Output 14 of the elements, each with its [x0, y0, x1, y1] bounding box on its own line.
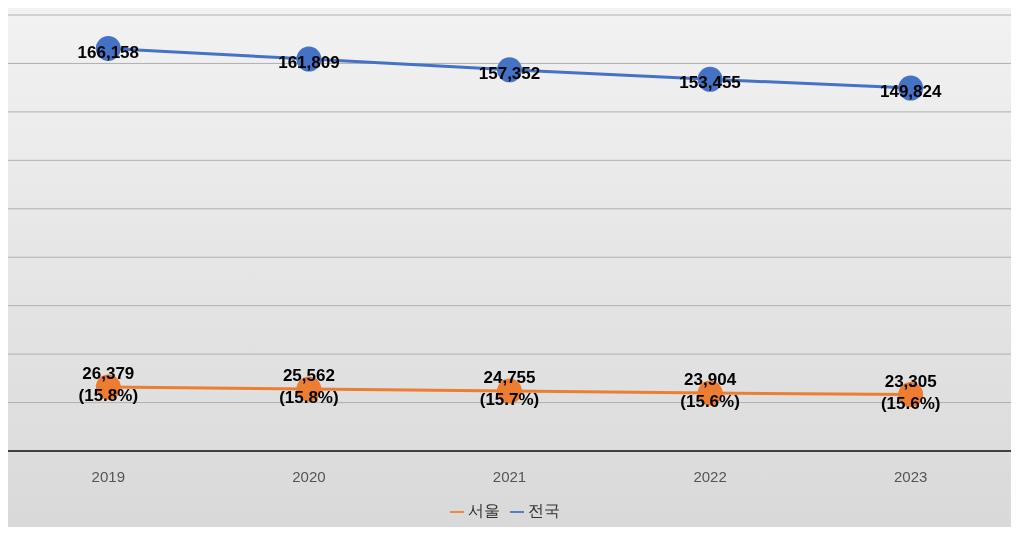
data-label: 26,379 (15.8%)	[78, 364, 139, 406]
x-tick-label: 2023	[894, 467, 928, 485]
data-label: 25,562 (15.8%)	[279, 366, 339, 408]
legend-label: 전국	[527, 502, 560, 519]
x-tick-label: 2021	[492, 467, 527, 485]
x-tick-label: 2019	[91, 467, 125, 485]
data-label: 24,755 (15.7%)	[479, 368, 540, 410]
x-tick-label: 2020	[292, 467, 326, 485]
data-label: 157,352	[478, 63, 541, 83]
x-tick-label: 2022	[693, 467, 727, 485]
data-label: 23,904 (15.6%)	[680, 370, 740, 412]
legend-label: 서울	[467, 502, 500, 519]
data-label: 23,305 (15.6%)	[880, 371, 941, 413]
data-label: 153,455	[679, 73, 741, 93]
